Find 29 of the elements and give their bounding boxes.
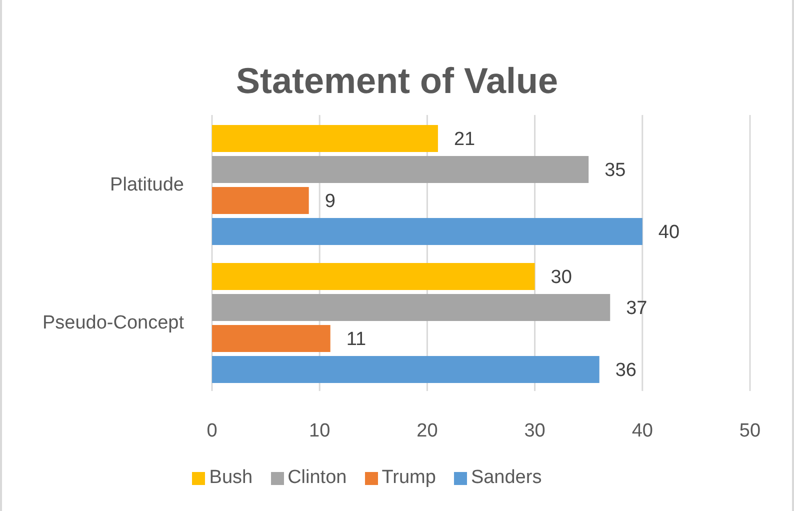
legend-label: Sanders <box>470 467 542 488</box>
y-tick-label: Platitude <box>110 174 184 196</box>
bar <box>212 125 438 152</box>
bar <box>212 218 642 245</box>
bar <box>212 294 610 321</box>
data-label: 40 <box>658 222 680 244</box>
data-label: 37 <box>626 298 648 320</box>
x-tick-label: 10 <box>309 420 330 442</box>
legend-label: Trump <box>382 467 436 488</box>
x-tick-label: 50 <box>739 420 761 442</box>
data-label: 30 <box>550 267 572 288</box>
bar <box>212 325 330 352</box>
legend-label: Bush <box>209 467 253 488</box>
legend-label: Clinton <box>288 467 347 488</box>
x-tick-label: 20 <box>416 420 438 442</box>
y-tick-label: Pseudo-Concept <box>42 312 185 334</box>
x-tick-label: 40 <box>632 420 653 442</box>
data-label: 21 <box>454 129 476 150</box>
bar <box>212 187 309 214</box>
data-label: 9 <box>324 191 336 212</box>
x-tick-label: 30 <box>524 420 546 442</box>
bar <box>212 356 600 383</box>
bar <box>212 156 589 183</box>
data-label: 35 <box>604 160 626 182</box>
x-tick-label: 0 <box>206 420 218 442</box>
chart-title: Statement of Value <box>234 60 560 102</box>
data-label: 11 <box>346 329 366 350</box>
data-label: 36 <box>615 360 636 382</box>
bar <box>212 263 535 290</box>
